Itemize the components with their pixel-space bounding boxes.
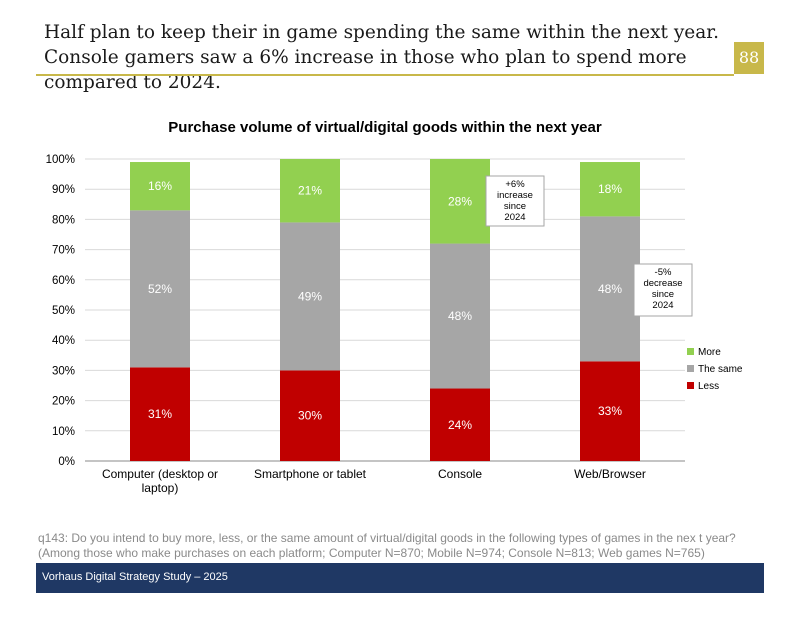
annotation-box — [485, 175, 545, 227]
y-tick-label: 0% — [58, 456, 75, 468]
data-label: 33% — [598, 404, 622, 418]
bar-segment — [280, 370, 340, 461]
y-tick-label: 60% — [52, 275, 75, 287]
x-tick-label: Web/Browser — [574, 467, 646, 481]
annotation-text: since — [652, 289, 674, 300]
headline: Half plan to keep their in game spending… — [44, 22, 719, 93]
y-tick-label: 90% — [52, 184, 75, 196]
bar-segment — [430, 388, 490, 461]
chart-title: Purchase volume of virtual/digital goods… — [168, 119, 602, 136]
annotation-text: 2024 — [652, 300, 673, 311]
bar-segment — [580, 361, 640, 461]
bar-segment — [130, 367, 190, 461]
data-label: 30% — [298, 409, 322, 423]
data-label: 49% — [298, 289, 322, 303]
footnote: q143: Do you intend to buy more, less, o… — [38, 531, 736, 560]
data-label: 18% — [598, 182, 622, 196]
bar-segment — [130, 210, 190, 368]
stacked-bar-chart: Purchase volume of virtual/digital goods… — [46, 119, 743, 495]
data-label: 21% — [298, 184, 322, 198]
y-tick-label: 30% — [52, 365, 75, 377]
legend-label: More — [698, 347, 721, 358]
x-tick-label: Smartphone or tablet — [254, 467, 367, 481]
data-label: 52% — [148, 282, 172, 296]
annotation-text: increase — [497, 190, 533, 201]
annotation-box — [633, 263, 693, 317]
x-tick-label: laptop) — [142, 481, 179, 495]
bar-segment — [280, 222, 340, 371]
y-tick-label: 70% — [52, 245, 75, 257]
footer-text: Vorhaus Digital Strategy Study – 2025 — [42, 571, 228, 583]
annotation-text: 2024 — [504, 212, 525, 223]
y-tick-label: 80% — [52, 214, 75, 226]
bar-segment — [430, 159, 490, 244]
bar-segment — [580, 162, 640, 217]
header-divider — [36, 74, 734, 76]
x-tick-label: Computer (desktop or — [102, 467, 218, 481]
annotation-text: +6% — [505, 179, 525, 190]
data-label: 24% — [448, 418, 472, 432]
annotation-text: decrease — [643, 278, 682, 289]
bar-segment — [280, 159, 340, 223]
annotation-text: since — [504, 201, 526, 212]
y-tick-label: 40% — [52, 335, 75, 347]
legend-swatch — [687, 382, 694, 389]
page-number: 88 — [734, 42, 764, 74]
data-label: 48% — [598, 282, 622, 296]
x-tick-label: Console — [438, 467, 482, 481]
data-label: 16% — [148, 179, 172, 193]
bar-segment — [430, 243, 490, 389]
legend-label: Less — [698, 381, 719, 392]
data-label: 28% — [448, 194, 472, 208]
legend-swatch — [687, 365, 694, 372]
data-label: 48% — [448, 309, 472, 323]
annotation-text: -5% — [655, 267, 672, 278]
y-tick-label: 20% — [52, 396, 75, 408]
data-label: 31% — [148, 407, 172, 421]
y-tick-label: 100% — [46, 154, 75, 166]
legend-swatch — [687, 348, 694, 355]
legend-label: The same — [698, 364, 743, 375]
footer-bar: Vorhaus Digital Strategy Study – 2025 — [36, 563, 764, 593]
y-tick-label: 10% — [52, 426, 75, 438]
y-tick-label: 50% — [52, 305, 75, 317]
bar-segment — [130, 162, 190, 211]
bar-segment — [580, 216, 640, 362]
